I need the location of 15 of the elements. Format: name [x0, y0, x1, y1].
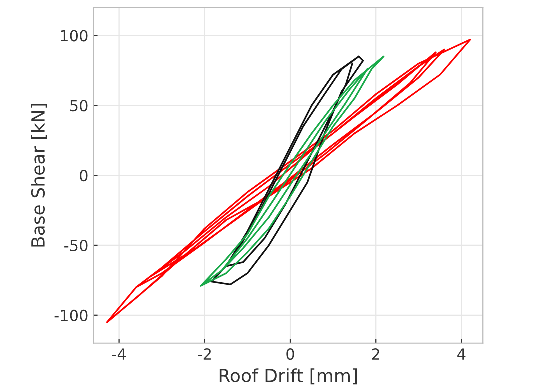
line-series [200, 56, 385, 287]
x-axis-title: Roof Drift [mm] [220, 368, 358, 385]
y-tick-label: 100 [61, 30, 88, 42]
x-tick-label: 4 [458, 348, 466, 360]
y-tick-label: -50 [64, 240, 88, 252]
y-tick-label: 50 [70, 100, 88, 112]
x-tick-label: -2 [198, 348, 211, 360]
y-axis-title: Base Shear [kN] [31, 104, 48, 247]
y-tick-label: 0 [80, 170, 88, 182]
line-series [210, 56, 364, 286]
x-tick-label: 2 [372, 348, 380, 360]
x-tick-label: -4 [112, 348, 126, 360]
y-tick-label: -100 [54, 310, 88, 322]
line-series [106, 39, 472, 324]
x-tick-label: 0 [286, 348, 294, 360]
